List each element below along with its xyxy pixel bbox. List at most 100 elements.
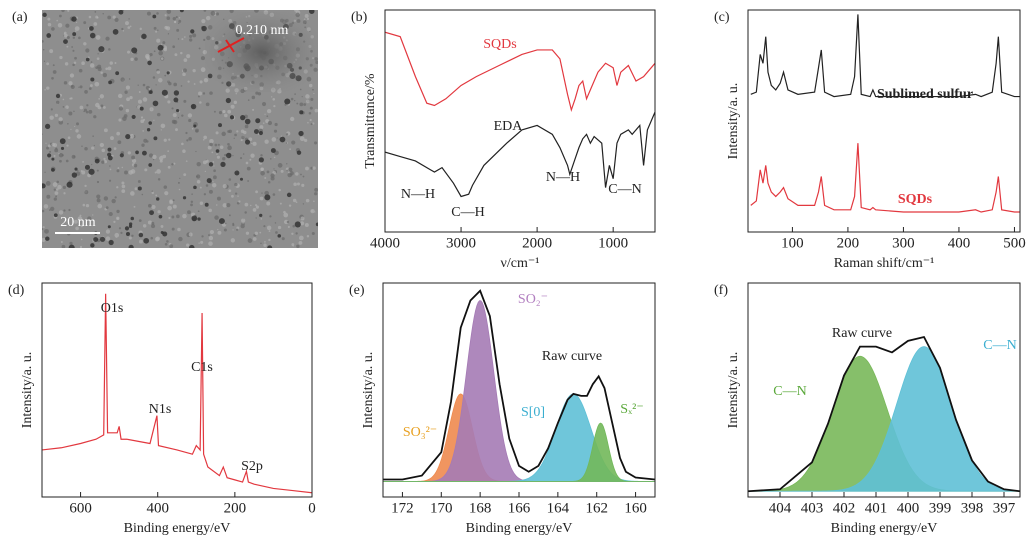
tem-grain bbox=[208, 241, 213, 246]
tem-grain bbox=[290, 117, 294, 121]
tem-grain bbox=[275, 231, 278, 234]
tem-grain bbox=[227, 110, 231, 114]
tem-grain bbox=[293, 199, 296, 202]
tem-grain bbox=[177, 228, 180, 231]
tem-grain bbox=[241, 218, 245, 222]
tem-grain bbox=[189, 38, 192, 41]
nanoparticle bbox=[93, 237, 98, 242]
tem-grain bbox=[68, 136, 71, 139]
panel-label: (e) bbox=[349, 283, 365, 298]
tem-grain bbox=[66, 145, 68, 147]
tem-grain bbox=[91, 147, 94, 150]
nanoparticle bbox=[193, 125, 196, 128]
nanoparticle bbox=[226, 153, 231, 158]
tem-grain bbox=[94, 82, 99, 87]
nanoparticle bbox=[108, 225, 111, 228]
tem-grain bbox=[252, 109, 254, 111]
tem-grain bbox=[255, 92, 258, 95]
tem-grain bbox=[117, 167, 119, 169]
tem-grain bbox=[93, 22, 97, 26]
tem-grain bbox=[73, 36, 75, 38]
tem-grain bbox=[80, 246, 82, 248]
tem-grain bbox=[93, 115, 96, 118]
tem-grain bbox=[253, 142, 257, 146]
nanoparticle bbox=[100, 237, 105, 242]
tem-grain bbox=[241, 136, 244, 139]
tem-grain bbox=[303, 203, 304, 204]
nanoparticle bbox=[56, 94, 60, 98]
x-tick-label: 200 bbox=[837, 235, 860, 251]
tem-grain bbox=[122, 116, 127, 121]
tem-grain bbox=[103, 158, 105, 160]
nanoparticle bbox=[190, 29, 194, 33]
tem-grain bbox=[232, 229, 233, 230]
tem-grain bbox=[75, 26, 80, 31]
tem-grain bbox=[283, 211, 286, 214]
tem-grain bbox=[95, 103, 99, 107]
tem-grain bbox=[248, 238, 253, 243]
nanoparticle bbox=[209, 162, 213, 166]
tem-grain bbox=[54, 155, 56, 157]
tem-grain bbox=[266, 115, 268, 117]
tem-grain bbox=[268, 181, 270, 183]
tem-grain bbox=[272, 98, 275, 101]
tem-grain bbox=[236, 93, 237, 94]
tem-grain bbox=[260, 154, 262, 156]
tem-grain bbox=[109, 212, 113, 216]
tem-grain bbox=[296, 245, 299, 248]
tem-grain bbox=[179, 178, 180, 179]
tem-grain bbox=[134, 57, 137, 60]
nanoparticle bbox=[45, 236, 49, 240]
tem-grain bbox=[173, 199, 175, 201]
tem-grain bbox=[41, 228, 43, 230]
tem-grain bbox=[131, 169, 136, 174]
nanoparticle bbox=[45, 124, 50, 129]
tem-grain bbox=[140, 119, 144, 123]
nanoparticle bbox=[156, 197, 159, 200]
x-tick-label: 100 bbox=[781, 235, 804, 251]
nanoparticle bbox=[205, 203, 209, 207]
tem-grain bbox=[176, 215, 180, 219]
nanoparticle bbox=[226, 98, 231, 103]
nanoparticle bbox=[61, 147, 64, 150]
nanoparticle bbox=[245, 119, 251, 125]
tem-grain bbox=[67, 123, 69, 125]
tem-grain bbox=[153, 76, 156, 79]
tem-grain bbox=[63, 186, 66, 189]
tem-grain bbox=[46, 87, 49, 90]
tem-grain bbox=[195, 129, 199, 133]
tem-grain bbox=[104, 128, 108, 132]
tem-grain bbox=[141, 144, 144, 147]
annotation: Sₓ²⁻ bbox=[620, 402, 643, 417]
tem-grain bbox=[74, 57, 77, 60]
tem-grain bbox=[79, 69, 83, 73]
nanoparticle bbox=[219, 218, 225, 224]
figure: (a) 0.210 nm 20 nm SQDsEDA40003000200010… bbox=[0, 0, 1030, 548]
tem-grain bbox=[291, 98, 294, 101]
tem-grain bbox=[312, 166, 315, 169]
tem-grain bbox=[45, 143, 46, 144]
tem-grain bbox=[74, 156, 76, 158]
x-axis-label: Raman shift/cm⁻¹ bbox=[834, 256, 935, 271]
nanoparticle bbox=[67, 182, 73, 188]
tem-grain bbox=[49, 115, 53, 119]
tem-grain bbox=[100, 94, 104, 98]
tem-grain bbox=[214, 215, 219, 220]
tem-grain bbox=[100, 143, 104, 147]
tem-grain bbox=[43, 226, 45, 228]
tem-grain bbox=[287, 173, 292, 178]
tem-grain bbox=[179, 189, 181, 191]
y-axis-label: Intensity/a. u. bbox=[361, 352, 376, 429]
tem-grain bbox=[114, 233, 119, 238]
tem-grain bbox=[41, 40, 44, 43]
tem-grain bbox=[205, 171, 206, 172]
nanoparticle bbox=[180, 8, 184, 12]
x-tick-label: 401 bbox=[865, 500, 888, 516]
tem-grain bbox=[120, 232, 122, 234]
tem-grain bbox=[152, 190, 153, 191]
tem-grain bbox=[264, 241, 266, 243]
nanoparticle bbox=[220, 162, 225, 167]
tem-grain bbox=[70, 129, 71, 130]
tem-grain bbox=[206, 160, 209, 163]
tem-grain bbox=[235, 193, 237, 195]
